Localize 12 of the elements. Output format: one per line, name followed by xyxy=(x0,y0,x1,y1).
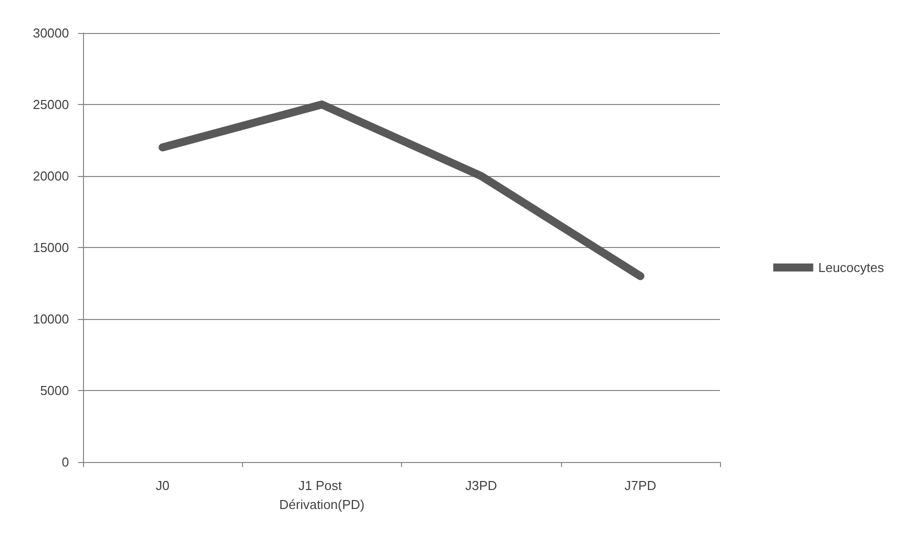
y-tick-label: 0 xyxy=(62,454,69,470)
y-tick-label: 30000 xyxy=(32,26,69,40)
x-tick-label: J7PD xyxy=(624,478,656,493)
y-tick-label: 15000 xyxy=(32,240,69,255)
y-tick-label: 10000 xyxy=(32,312,69,326)
y-tick-label: 5000 xyxy=(40,383,69,398)
x-tick-label: J0 xyxy=(156,478,170,493)
y-tick-label: 25000 xyxy=(32,97,69,112)
x-tick-label: J1 Post Dérivation(PD) xyxy=(279,478,364,512)
y-tick-label: 20000 xyxy=(32,168,69,184)
legend-label: Leucocytes xyxy=(818,260,884,275)
x-tick-label: J3PD xyxy=(465,478,498,493)
